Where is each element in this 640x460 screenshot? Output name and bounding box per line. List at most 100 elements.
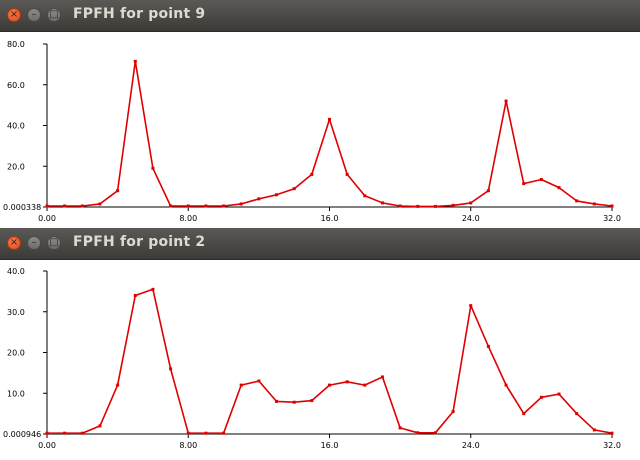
fpfh-chart-2: 0.000946 10.0 20.0 30.0 40.0 0.00 8.00 16.0 24.0… xyxy=(3,267,621,450)
data-point xyxy=(292,187,296,191)
data-point xyxy=(592,428,596,432)
x-tick-label: 0.00 xyxy=(38,214,56,223)
data-point xyxy=(433,204,437,208)
x-tick-label: 16.0 xyxy=(321,214,339,223)
y-tick-label: 10.0 xyxy=(7,389,25,398)
x-tick-label: 16.0 xyxy=(321,441,339,450)
data-point xyxy=(292,400,296,404)
data-point xyxy=(486,344,490,348)
data-point xyxy=(345,380,349,384)
data-point xyxy=(451,203,455,207)
data-point xyxy=(398,426,402,430)
data-point xyxy=(416,204,420,208)
minimize-icon[interactable]: – xyxy=(27,8,41,22)
data-point xyxy=(275,399,279,403)
data-point xyxy=(345,172,349,176)
y-tick-label: 60.0 xyxy=(7,81,25,90)
data-point xyxy=(522,182,526,186)
data-point xyxy=(151,287,155,291)
data-point xyxy=(98,202,102,206)
data-point xyxy=(204,204,208,208)
close-icon[interactable]: × xyxy=(7,236,21,250)
data-point xyxy=(486,189,490,193)
x-tick-label: 32.0 xyxy=(603,441,621,450)
x-tick-label: 0.00 xyxy=(38,441,56,450)
plot-area-2: 0.000946 10.0 20.0 30.0 40.0 0.00 8.00 16.0 24.0… xyxy=(0,260,640,456)
x-tick-label: 32.0 xyxy=(603,214,621,223)
data-point xyxy=(363,383,367,387)
data-point xyxy=(169,204,173,208)
y-tick-label: 40.0 xyxy=(7,122,25,131)
data-point xyxy=(116,383,120,387)
y-tick-label: 20.0 xyxy=(7,162,25,171)
x-tick-label: 8.00 xyxy=(179,214,197,223)
window-titlebar-2[interactable]: × – □ FPFH for point 2 xyxy=(0,228,640,260)
data-point xyxy=(522,412,526,416)
data-point xyxy=(239,202,243,206)
x-tick-label: 8.00 xyxy=(179,441,197,450)
data-point xyxy=(539,395,543,399)
data-point xyxy=(363,194,367,198)
data-point xyxy=(557,186,561,190)
data-point xyxy=(151,166,155,170)
data-point xyxy=(204,431,208,435)
plot-window-1: × – □ FPFH for point 9 0.000338 20.0 40.0 6… xyxy=(0,0,640,227)
data-point xyxy=(469,304,473,308)
data-point xyxy=(575,199,579,203)
data-point xyxy=(504,99,508,103)
data-point xyxy=(222,431,226,435)
data-point xyxy=(239,383,243,387)
data-point xyxy=(610,204,614,208)
close-icon[interactable]: × xyxy=(7,8,21,22)
data-point xyxy=(186,204,190,208)
data-point xyxy=(80,204,84,208)
plot-area-1: 0.000338 20.0 40.0 60.0 80.0 0.00 8.00 16.0 24.0… xyxy=(0,32,640,227)
y-tick-label: 40.0 xyxy=(7,267,25,276)
data-point xyxy=(257,197,261,201)
maximize-icon[interactable]: □ xyxy=(47,8,61,22)
x-tick-label: 24.0 xyxy=(462,441,480,450)
window-titlebar-1[interactable]: × – □ FPFH for point 9 xyxy=(0,0,640,32)
data-point xyxy=(469,201,473,205)
x-tick-label: 24.0 xyxy=(462,214,480,223)
data-point xyxy=(539,177,543,181)
fpfh-chart-1: 0.000338 20.0 40.0 60.0 80.0 0.00 8.00 16.0 24.0… xyxy=(3,40,621,223)
window-title: FPFH for point 2 xyxy=(73,234,206,250)
data-point xyxy=(380,201,384,205)
y-tick-label: 20.0 xyxy=(7,349,25,358)
y-tick-label: 30.0 xyxy=(7,308,25,317)
series-line xyxy=(47,288,613,434)
data-point xyxy=(133,293,137,297)
data-point xyxy=(592,202,596,206)
data-point xyxy=(328,117,331,121)
data-point xyxy=(575,412,579,416)
window-title: FPFH for point 9 xyxy=(73,6,206,22)
data-point xyxy=(80,431,84,435)
data-point xyxy=(169,367,173,371)
data-point xyxy=(257,379,261,383)
data-point xyxy=(45,204,49,208)
y-tick-label: 0.000946 xyxy=(3,430,41,439)
data-point xyxy=(186,431,190,435)
data-point xyxy=(310,172,314,176)
data-point xyxy=(222,204,226,208)
plot-window-2: × – □ FPFH for point 2 0.000946 10.0 20.0 3… xyxy=(0,228,640,456)
data-point xyxy=(63,204,67,208)
data-point xyxy=(433,431,437,435)
data-point xyxy=(328,383,331,387)
data-point xyxy=(451,410,455,414)
minimize-icon[interactable]: – xyxy=(27,236,41,250)
data-point xyxy=(398,204,402,208)
data-point xyxy=(116,189,120,193)
series-line xyxy=(47,60,613,208)
data-point xyxy=(98,424,102,428)
data-point xyxy=(610,431,614,435)
data-point xyxy=(45,431,49,435)
data-point xyxy=(504,383,508,387)
maximize-icon[interactable]: □ xyxy=(47,236,61,250)
data-point xyxy=(557,392,561,396)
data-point xyxy=(416,431,420,435)
data-point xyxy=(133,59,137,63)
data-point xyxy=(275,193,279,197)
y-tick-label: 0.000338 xyxy=(3,203,41,212)
